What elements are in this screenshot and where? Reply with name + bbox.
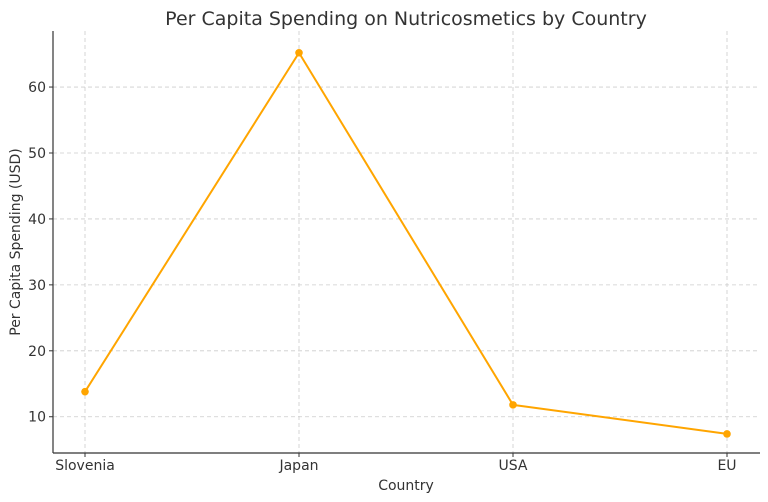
y-tick-label: 30 [28,278,46,294]
y-tick-label: 10 [28,410,46,426]
data-point [295,48,303,57]
data-point [723,430,731,438]
x-tick-label: EU [717,458,736,474]
grid-layer [53,31,760,453]
x-tick-label: USA [499,458,528,474]
x-axis-label: Country [378,478,434,494]
data-point [509,401,517,409]
axes-layer [52,31,760,454]
series-line [84,51,728,435]
y-tick-label: 40 [28,212,46,228]
chart-title: Per Capita Spending on Nutricosmetics by… [165,8,647,30]
y-axis-label: Per Capita Spending (USD) [8,148,24,336]
data-point [81,387,89,396]
series-layer [81,48,731,438]
x-tick-label: Japan [278,458,318,474]
ticks-layer: Slovenia Japan USA EU 10 20 30 40 50 60 [28,80,736,474]
y-tick-label: 20 [28,344,46,360]
y-tick-label: 60 [28,80,46,96]
x-tick-label: Slovenia [55,458,115,474]
y-tick-label: 50 [28,146,46,162]
